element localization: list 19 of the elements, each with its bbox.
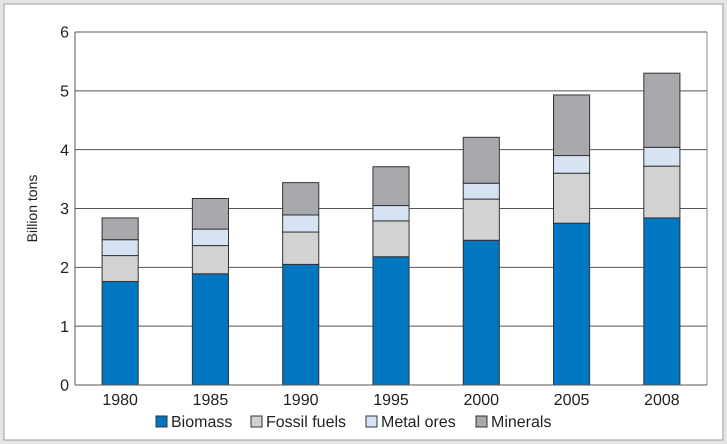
x-tick-label: 2000 [463, 392, 500, 409]
x-tick-label: 1990 [282, 392, 319, 409]
y-tick-label: 6 [60, 24, 70, 42]
y-tick-label: 5 [60, 83, 70, 100]
x-tick-label: 1985 [192, 392, 228, 409]
y-tick-label: 2 [60, 260, 70, 277]
y-tick-label: 3 [60, 201, 70, 218]
y-tick-label: 1 [60, 318, 70, 336]
y-tick-label: 0 [60, 378, 70, 395]
legend-label: Fossil fuels [266, 414, 346, 431]
x-tick-label: 2008 [644, 392, 680, 409]
legend-label: Minerals [491, 414, 552, 431]
y-tick-label: 4 [60, 142, 70, 160]
x-tick-label: 2005 [554, 392, 590, 409]
x-tick-label: 1995 [373, 392, 409, 409]
legend-label: Metal ores [381, 414, 456, 431]
x-tick-label: 1980 [102, 392, 138, 409]
y-axis-title: Billion tons [24, 174, 40, 242]
legend-label: Biomass [171, 414, 232, 431]
